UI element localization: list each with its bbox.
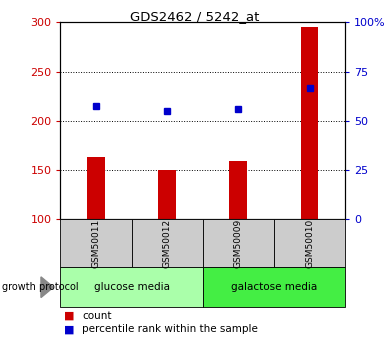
- Text: galactose media: galactose media: [231, 282, 317, 292]
- Bar: [301, 27, 319, 219]
- Bar: [158, 170, 176, 219]
- Text: glucose media: glucose media: [94, 282, 170, 292]
- Text: GSM50010: GSM50010: [305, 219, 314, 268]
- Text: ■: ■: [64, 311, 75, 321]
- Text: ■: ■: [64, 325, 75, 334]
- Text: GSM50011: GSM50011: [92, 219, 101, 268]
- Bar: [229, 161, 247, 219]
- Text: percentile rank within the sample: percentile rank within the sample: [82, 325, 258, 334]
- Text: growth protocol: growth protocol: [2, 282, 78, 292]
- Text: count: count: [82, 311, 112, 321]
- Text: GDS2462 / 5242_at: GDS2462 / 5242_at: [130, 10, 260, 23]
- Text: GSM50012: GSM50012: [163, 219, 172, 268]
- Bar: [87, 157, 105, 219]
- Text: GSM50009: GSM50009: [234, 219, 243, 268]
